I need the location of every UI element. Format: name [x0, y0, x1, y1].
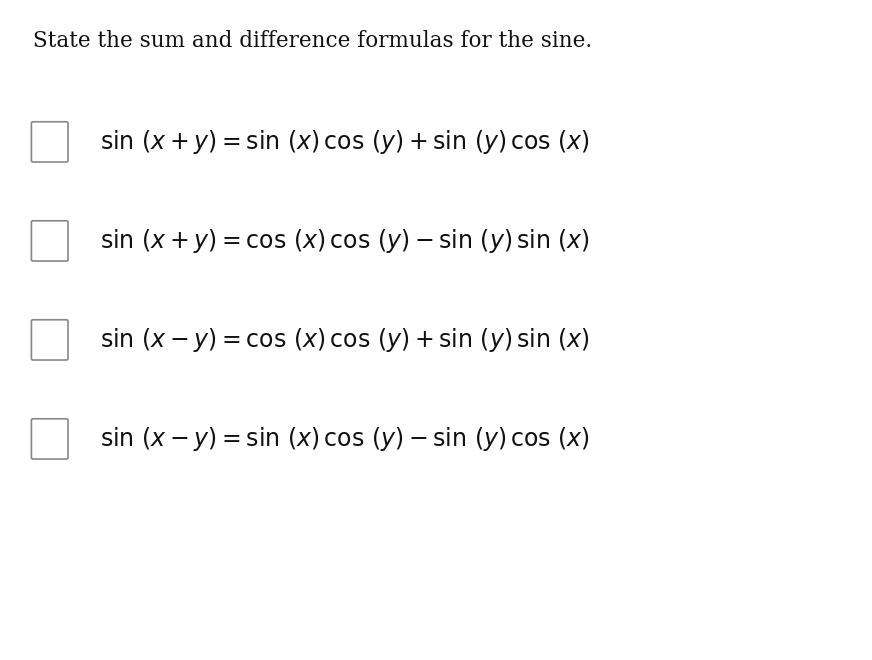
Text: $\sin\,(x + y) = \cos\,(x)\,\cos\,(y) - \sin\,(y)\,\sin\,(x)$: $\sin\,(x + y) = \cos\,(x)\,\cos\,(y) - …	[100, 227, 590, 255]
FancyBboxPatch shape	[31, 419, 68, 459]
FancyBboxPatch shape	[31, 320, 68, 360]
FancyBboxPatch shape	[31, 121, 68, 162]
Text: $\sin\,(x - y) = \sin\,(x)\,\cos\,(y) - \sin\,(y)\,\cos\,(x)$: $\sin\,(x - y) = \sin\,(x)\,\cos\,(y) - …	[100, 425, 590, 453]
Text: State the sum and difference formulas for the sine.: State the sum and difference formulas fo…	[33, 30, 592, 51]
FancyBboxPatch shape	[31, 220, 68, 261]
Text: $\sin\,(x + y) = \sin\,(x)\,\cos\,(y) + \sin\,(y)\,\cos\,(x)$: $\sin\,(x + y) = \sin\,(x)\,\cos\,(y) + …	[100, 128, 590, 156]
Text: $\sin\,(x - y) = \cos\,(x)\,\cos\,(y) + \sin\,(y)\,\sin\,(x)$: $\sin\,(x - y) = \cos\,(x)\,\cos\,(y) + …	[100, 326, 590, 354]
